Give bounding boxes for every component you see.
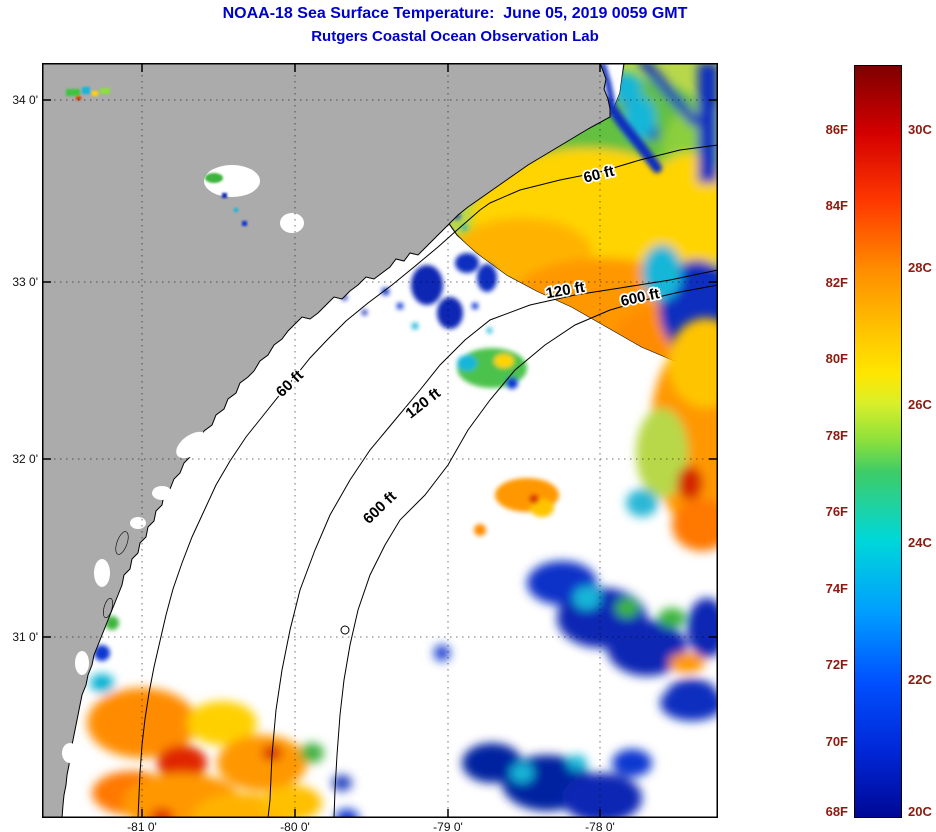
colorbar-label-f: 86F xyxy=(825,122,848,137)
colorbar-label-c: 30C xyxy=(908,122,932,137)
colorbar-label-f: 80F xyxy=(825,351,848,366)
colorbar-label-f: 72F xyxy=(825,657,848,672)
colorbar-label-f: 74F xyxy=(825,581,848,596)
colorbar-label-c: 26C xyxy=(908,397,932,412)
sst-right-warm-band xyxy=(626,318,718,551)
y-axis-tick-label: 31 0' xyxy=(12,630,38,644)
colorbar-label-f: 82F xyxy=(825,275,848,290)
depth-contour-600ft xyxy=(333,284,718,818)
sst-topleft-speck xyxy=(66,87,110,100)
land-cloud-holes xyxy=(62,165,304,763)
y-axis-tick-label: 34 0' xyxy=(12,93,38,107)
depth-contour-60ft xyxy=(137,144,718,818)
sst-green-patch xyxy=(457,348,527,389)
sst-upper-coast-specks xyxy=(205,173,247,226)
land xyxy=(42,63,611,818)
colorbar-label-f: 84F xyxy=(825,198,848,213)
sst-southeast-cluster xyxy=(527,561,718,721)
colorbar-label-c: 24C xyxy=(908,535,932,550)
colorbar-label-c: 22C xyxy=(908,672,932,687)
map-frame xyxy=(42,63,718,818)
depth-contours xyxy=(137,144,718,818)
x-axis-tick-label: -80 0' xyxy=(280,820,310,832)
sst-map: 60 ft 60 ft 120 ft 120 ft 600 ft 600 ft xyxy=(42,63,718,818)
sst-midshelf-specks xyxy=(342,213,497,333)
sst-bottom-blue xyxy=(434,645,652,818)
sst-bottomleft-warm xyxy=(87,674,359,818)
y-axis-tick-label: 32 0' xyxy=(12,452,38,466)
figure-subtitle: Rutgers Coastal Ocean Observation Lab xyxy=(311,28,599,45)
colorbar xyxy=(854,65,902,818)
y-axis-tick-label: 33 0' xyxy=(12,275,38,289)
colorbar-label-c: 20C xyxy=(908,804,932,819)
depth-contour-120ft xyxy=(267,269,718,818)
depth-contour-closed-ring xyxy=(340,625,350,635)
figure-title: NOAA-18 Sea Surface Temperature: June 05… xyxy=(222,5,688,22)
colorbar-label-f: 70F xyxy=(825,734,848,749)
x-axis-tick-label: -79 0' xyxy=(433,820,463,832)
colorbar-label-f: 76F xyxy=(825,504,848,519)
sst-orange-patch xyxy=(474,478,559,536)
colorbar-label-c: 28C xyxy=(908,260,932,275)
colorbar-label-f: 78F xyxy=(825,428,848,443)
colorbar-label-f: 68F xyxy=(825,804,848,819)
x-axis-tick-label: -81 0' xyxy=(127,820,157,832)
x-axis-tick-label: -78 0' xyxy=(585,820,615,832)
